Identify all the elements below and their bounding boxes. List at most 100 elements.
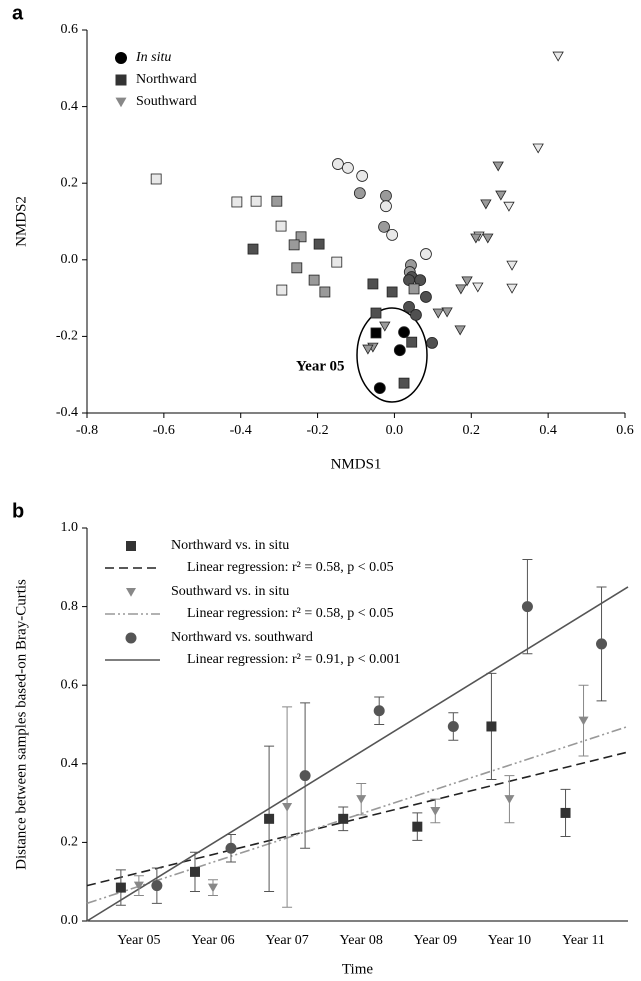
- legend-marker: [115, 52, 127, 64]
- point: [410, 309, 422, 321]
- legend-fit-label: Linear regression: r² = 0.91, p < 0.001: [187, 652, 401, 667]
- x-tick-label: 0.2: [463, 423, 481, 438]
- point: [521, 601, 533, 613]
- point: [406, 336, 418, 348]
- x-tick-label: -0.2: [306, 423, 328, 438]
- y-tick-label: 0.6: [61, 22, 79, 37]
- point: [373, 382, 386, 395]
- legend-fit-label: Linear regression: r² = 0.58, p < 0.05: [187, 606, 394, 621]
- point: [455, 284, 467, 295]
- point: [420, 291, 432, 303]
- y-tick-label: 0.6: [61, 677, 79, 692]
- point: [472, 282, 484, 293]
- point: [373, 705, 385, 717]
- x-tick-label: Year 08: [340, 933, 383, 948]
- point: [420, 248, 432, 260]
- point: [495, 190, 507, 201]
- legend-fit-label: Linear regression: r² = 0.58, p < 0.05: [187, 560, 394, 575]
- point: [386, 229, 399, 241]
- point: [353, 187, 366, 200]
- x-tick-label: 0.0: [386, 423, 404, 438]
- y-tick-label: 1.0: [61, 520, 79, 535]
- x-tick-label: -0.6: [153, 423, 175, 438]
- x-tick-label: Year 07: [265, 933, 308, 948]
- point: [115, 882, 126, 893]
- legend-label: Southward: [136, 94, 197, 109]
- legend-marker: [125, 632, 137, 644]
- y-tick-label: 0.2: [61, 175, 79, 190]
- point: [150, 173, 162, 185]
- point: [338, 813, 349, 824]
- x-tick-label: Year 05: [117, 933, 160, 948]
- y-axis-title: Distance between samples based-on Bray-C…: [13, 579, 29, 870]
- point: [231, 196, 243, 208]
- x-tick-label: Year 09: [414, 933, 457, 948]
- legend-marker: [115, 74, 127, 86]
- point: [426, 337, 438, 349]
- point: [264, 813, 275, 824]
- fit-line: [86, 586, 629, 922]
- y-tick-label: 0.4: [61, 99, 79, 114]
- point: [342, 161, 354, 174]
- x-tick-label: -0.8: [76, 423, 98, 438]
- year05-ellipse: [356, 307, 428, 403]
- point: [275, 220, 287, 232]
- point: [532, 143, 544, 154]
- y-tick-label: 0.0: [61, 913, 79, 928]
- y-tick-label: 0.0: [61, 252, 79, 267]
- x-tick-label: Year 11: [562, 933, 605, 948]
- point: [282, 803, 293, 812]
- point: [271, 195, 283, 207]
- point: [492, 161, 504, 172]
- point: [482, 233, 494, 244]
- point: [331, 256, 343, 268]
- legend-label: Northward vs. in situ: [171, 538, 289, 553]
- legend-label: Northward vs. southward: [171, 630, 313, 645]
- y-tick-label: 0.8: [61, 599, 79, 614]
- point: [291, 262, 303, 274]
- point: [225, 842, 237, 854]
- point: [308, 274, 320, 286]
- point: [356, 170, 369, 182]
- point: [398, 377, 410, 389]
- y-tick-label: -0.4: [56, 405, 78, 420]
- point: [313, 238, 325, 250]
- point: [398, 326, 410, 339]
- point: [506, 283, 518, 294]
- point: [189, 866, 200, 877]
- point: [207, 883, 218, 893]
- point: [560, 807, 571, 818]
- point: [380, 200, 392, 213]
- point: [250, 195, 262, 207]
- point: [151, 880, 163, 892]
- legend-label: Southward vs. in situ: [171, 584, 289, 599]
- point: [578, 716, 589, 726]
- point: [447, 720, 459, 732]
- point: [504, 795, 515, 804]
- point: [552, 51, 564, 62]
- point: [403, 301, 415, 313]
- legend-label: Northward: [136, 72, 197, 87]
- point: [362, 344, 374, 355]
- point: [276, 284, 288, 296]
- point: [412, 821, 423, 832]
- point: [288, 239, 300, 251]
- panel-label: b: [12, 500, 24, 522]
- point: [503, 201, 515, 212]
- point: [295, 231, 307, 243]
- annotation: Year 05: [296, 358, 344, 374]
- point: [380, 189, 392, 202]
- point: [379, 321, 391, 332]
- point: [480, 199, 492, 210]
- point: [432, 308, 444, 319]
- point: [506, 260, 518, 271]
- point: [370, 327, 382, 339]
- x-tick-label: 0.4: [539, 423, 557, 438]
- point: [299, 770, 311, 782]
- point: [356, 795, 367, 804]
- point: [393, 344, 406, 357]
- point: [319, 286, 331, 298]
- point: [461, 276, 473, 287]
- y-tick-label: -0.2: [56, 329, 78, 344]
- point: [247, 243, 259, 255]
